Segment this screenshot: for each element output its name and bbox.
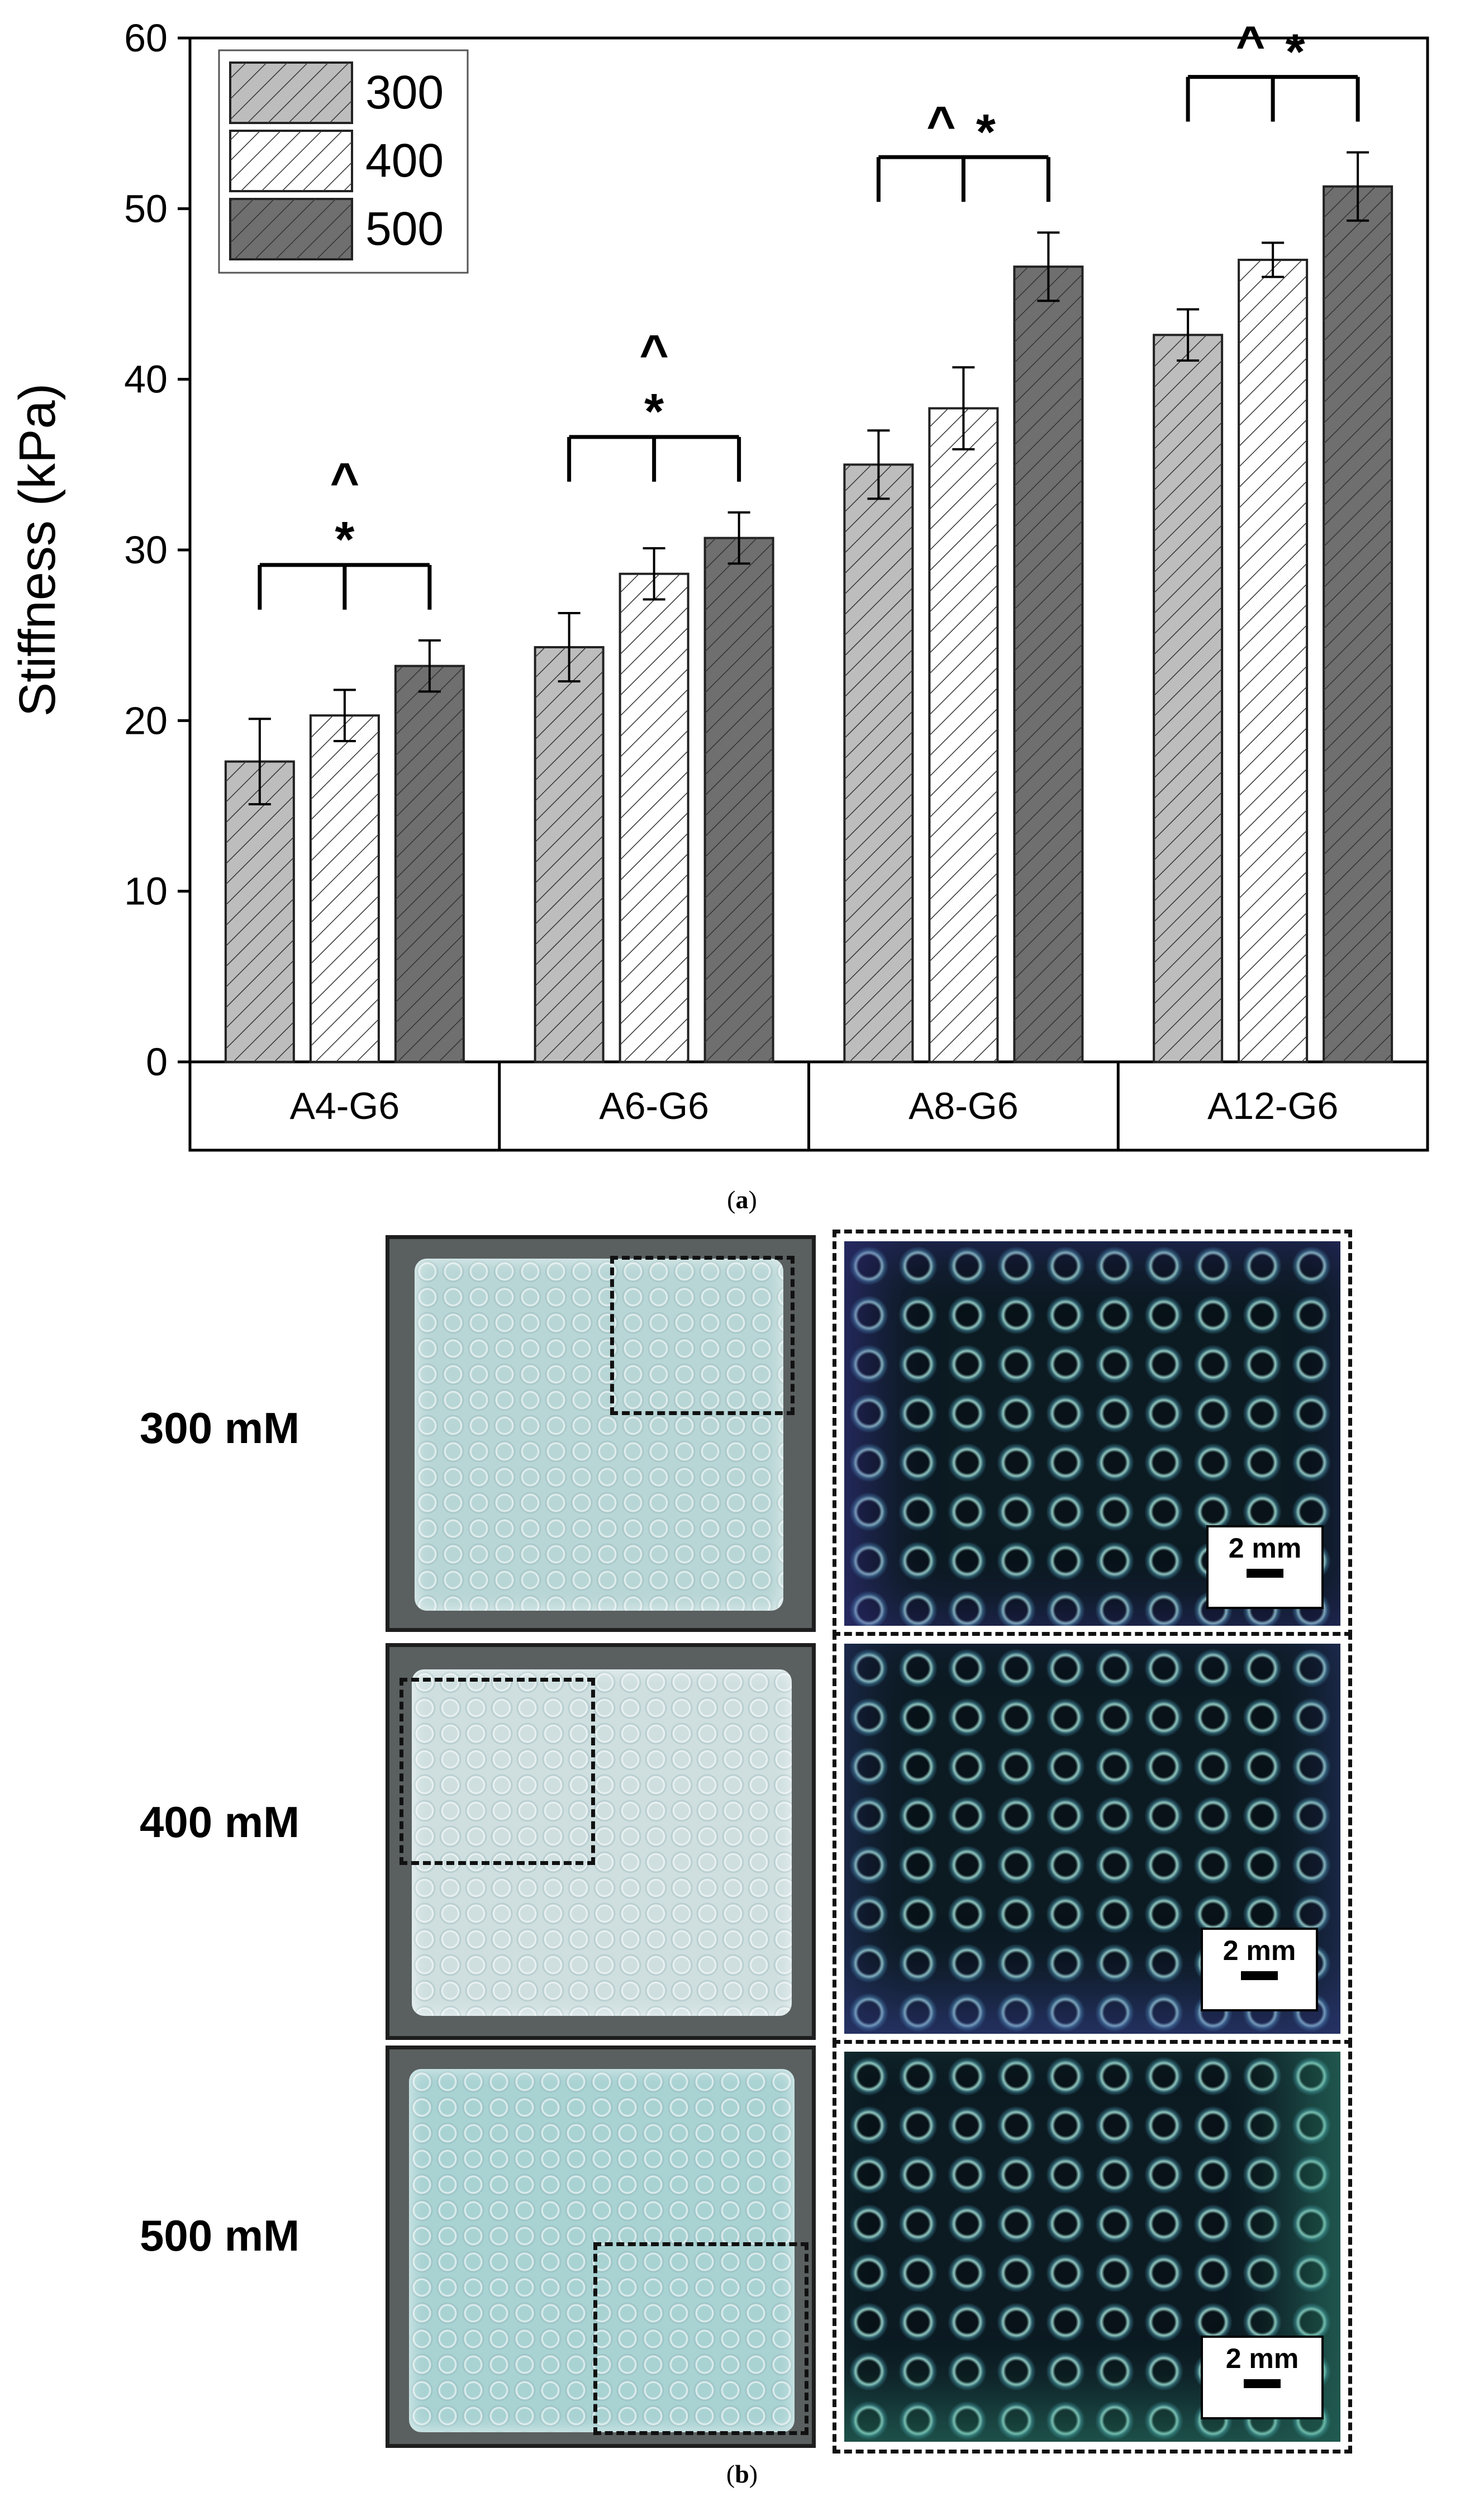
gel-photo-400 [386,1643,816,2040]
bar-hatch [620,573,688,1062]
zoom-region-box [593,2242,808,2435]
legend-swatch-hatch [230,131,352,191]
legend-label-400: 400 [365,134,444,187]
bar-hatch [1154,335,1223,1062]
bar-hatch [225,761,294,1062]
y-tick-label: 0 [146,1040,168,1084]
legend-label-500: 500 [365,202,444,255]
row-label-400: 400 mM [140,1797,300,1847]
y-tick-label: 40 [124,358,168,401]
caption-b: (b) [726,2460,758,2488]
bar-hatch [929,408,998,1062]
significance-star: * [644,384,664,440]
legend-label-300: 300 [365,66,444,118]
gel-photo-500 [386,2046,816,2448]
significance-caret: ^ [330,453,360,509]
zoom-region-box [399,1678,595,1865]
bar-hatch [844,464,913,1062]
significance-star: * [1286,25,1305,80]
gel-zoom-400: 2 mm [833,1632,1352,2046]
bar-hatch [1324,186,1392,1062]
bar-hatch [1239,259,1307,1062]
y-tick-label: 60 [124,16,168,60]
bar-hatch [310,715,379,1062]
bar-hatch [395,666,464,1062]
bar-hatch [705,538,773,1062]
category-label: A6-G6 [599,1085,709,1127]
stiffness-bar-chart: 0 10 20 30 40 50 60 Stiffness (kPa) A4-G6 A6-G6 A8… [9,16,1429,1152]
y-axis-label: Stiffness (kPa) [9,383,66,717]
gel-photo-300 [386,1235,816,1632]
significance-caret: ^ [1236,17,1266,73]
bar-hatch [535,647,603,1062]
significance-star: * [976,105,996,160]
scale-bar: 2 mm [1201,2336,1324,2419]
scale-bar: 2 mm [1206,1525,1324,1609]
category-label: A12-G6 [1207,1085,1338,1127]
zoom-region-box [610,1256,795,1415]
y-tick-label: 50 [124,187,168,230]
category-label: A8-G6 [909,1085,1019,1127]
row-label-500: 500 mM [140,2211,300,2260]
y-tick-label: 30 [124,528,168,572]
bar-hatch [1014,267,1083,1062]
gel-zoom-500: 2 mm [833,2040,1352,2453]
gel-zoom-300: 2 mm [833,1230,1352,1638]
legend-swatch-hatch [230,199,352,259]
legend-swatch-hatch [230,63,352,123]
scale-bar: 2 mm [1201,1928,1318,2011]
significance-caret: ^ [639,325,669,381]
y-tick-label: 20 [124,699,168,742]
significance-star: * [335,512,354,568]
significance-caret: ^ [926,97,956,153]
y-tick-label: 10 [124,870,168,913]
category-label: A4-G6 [290,1085,400,1127]
row-label-300: 300 mM [140,1403,300,1453]
caption-a: (a) [727,1185,757,1214]
